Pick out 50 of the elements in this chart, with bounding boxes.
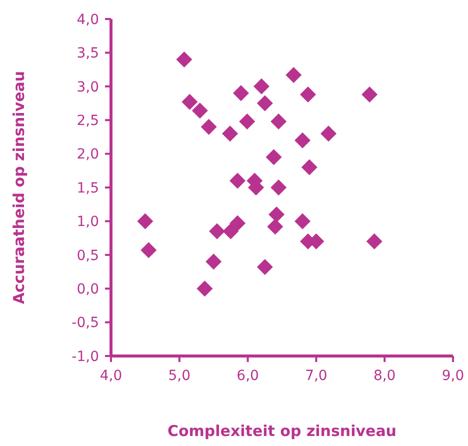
x-tick-label: 6,0	[236, 368, 259, 384]
point	[362, 86, 378, 102]
point	[294, 132, 311, 148]
point	[192, 102, 208, 119]
point	[230, 172, 246, 189]
point	[366, 233, 382, 250]
point	[270, 180, 287, 196]
y-tick-label: 0,0	[76, 282, 99, 298]
point	[256, 259, 273, 276]
point	[137, 213, 154, 230]
y-tick-label: -0,5	[72, 315, 99, 332]
point	[256, 95, 273, 112]
point	[301, 159, 318, 176]
y-tick-label: 4,0	[76, 12, 99, 28]
y-tick-label: 2,0	[76, 146, 99, 163]
y-tick-label: 3,5	[76, 46, 99, 62]
point	[268, 206, 285, 222]
x-tick-label: 8,0	[373, 368, 396, 384]
y-tick-label: -1,0	[72, 348, 99, 365]
point	[200, 118, 217, 135]
x-tick-label: 9,0	[442, 368, 464, 384]
point	[140, 242, 157, 258]
point	[300, 86, 316, 102]
y-tick-label: 2,5	[76, 113, 99, 129]
point	[209, 223, 226, 240]
point	[267, 218, 284, 235]
x-tick-label: 5,0	[168, 368, 191, 384]
y-tick-label: 1,5	[76, 180, 99, 196]
point	[232, 85, 249, 102]
point	[294, 213, 311, 230]
y-tick-label: 1,0	[76, 214, 99, 230]
point	[206, 254, 222, 270]
point	[230, 215, 246, 232]
y-axis-title: Accuraatheid op zinsniveau	[10, 70, 28, 304]
point	[182, 94, 198, 110]
x-tick-label: 7,0	[305, 368, 328, 384]
point	[196, 280, 213, 297]
point	[222, 126, 238, 142]
y-tick-label: 0,5	[76, 248, 99, 264]
x-tick-label: 4,0	[100, 368, 122, 384]
point	[270, 113, 287, 130]
point	[266, 149, 282, 166]
y-tick-label: 3,0	[76, 79, 99, 96]
x-axis-title: Complexiteit op zinsniveau	[167, 422, 397, 440]
point	[320, 126, 337, 142]
point	[176, 51, 192, 68]
point	[253, 78, 270, 94]
point	[286, 66, 302, 83]
point	[222, 223, 239, 240]
point	[239, 113, 256, 130]
